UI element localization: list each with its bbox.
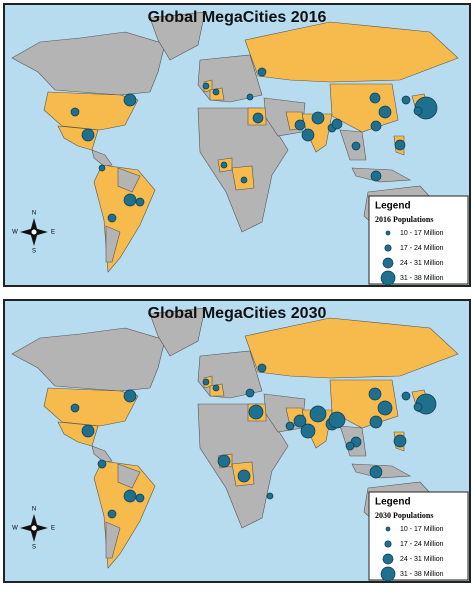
compass-w: W bbox=[12, 230, 18, 236]
city bbox=[413, 106, 423, 116]
city bbox=[246, 93, 254, 101]
city bbox=[301, 128, 315, 142]
city bbox=[393, 434, 407, 448]
map-title: Global MegaCities 2030 bbox=[148, 305, 327, 322]
city bbox=[351, 141, 361, 151]
city bbox=[70, 107, 80, 117]
city bbox=[202, 378, 210, 386]
legend-item: 24 - 31 Million bbox=[400, 260, 444, 267]
legend-symbol bbox=[380, 566, 396, 582]
city bbox=[123, 193, 137, 207]
city bbox=[135, 197, 145, 207]
city bbox=[285, 421, 295, 431]
city bbox=[202, 82, 210, 90]
city bbox=[81, 424, 95, 438]
city bbox=[212, 88, 220, 96]
legend-item: 31 - 38 Million bbox=[400, 571, 444, 578]
legend bbox=[368, 491, 469, 581]
city bbox=[248, 404, 264, 420]
legend-item: 17 - 24 Million bbox=[400, 541, 444, 548]
city bbox=[135, 493, 145, 503]
legend-symbol bbox=[384, 244, 392, 252]
map-panel: Global MegaCities 2030 N S E W Legend 2030 Pop… bbox=[3, 299, 471, 583]
city bbox=[331, 118, 343, 130]
compass-n: N bbox=[32, 507, 36, 513]
city bbox=[378, 105, 392, 119]
legend-symbol bbox=[380, 270, 396, 286]
city bbox=[252, 112, 264, 124]
city bbox=[217, 454, 231, 468]
legend-subheading: 2030 Populations bbox=[375, 511, 433, 520]
compass-s: S bbox=[32, 545, 36, 551]
legend-item: 24 - 31 Million bbox=[400, 556, 444, 563]
city bbox=[294, 119, 306, 131]
legend-symbol bbox=[384, 540, 392, 548]
city bbox=[369, 92, 381, 104]
compass-e: E bbox=[51, 230, 55, 236]
legend-heading: Legend bbox=[375, 497, 411, 508]
city bbox=[257, 67, 267, 77]
city bbox=[98, 164, 106, 172]
map-title: Global MegaCities 2016 bbox=[148, 9, 327, 26]
city bbox=[300, 423, 316, 439]
compass-n: N bbox=[32, 211, 36, 217]
compass-w: W bbox=[12, 526, 18, 532]
legend-symbol bbox=[385, 526, 391, 532]
city bbox=[123, 93, 137, 107]
city bbox=[394, 139, 406, 151]
city bbox=[123, 389, 137, 403]
city bbox=[328, 411, 346, 429]
city bbox=[369, 465, 383, 479]
city bbox=[293, 414, 307, 428]
city bbox=[220, 161, 228, 169]
compass-e: E bbox=[51, 526, 55, 532]
city bbox=[311, 111, 325, 125]
city bbox=[401, 391, 411, 401]
map-panel: Global MegaCities 2016 N S E W Legend 2016 Pop… bbox=[3, 3, 471, 287]
legend-heading: Legend bbox=[375, 201, 411, 212]
legend-subheading: 2016 Populations bbox=[375, 215, 433, 224]
city bbox=[97, 459, 107, 469]
city bbox=[413, 402, 423, 412]
city bbox=[212, 384, 220, 392]
compass bbox=[30, 228, 38, 236]
legend-item: 17 - 24 Million bbox=[400, 245, 444, 252]
legend-symbol bbox=[382, 553, 394, 565]
legend-item: 10 - 17 Million bbox=[400, 230, 444, 237]
city bbox=[266, 492, 274, 500]
legend bbox=[368, 195, 469, 285]
compass bbox=[30, 524, 38, 532]
city bbox=[309, 405, 327, 423]
city bbox=[368, 387, 382, 401]
compass-s: S bbox=[32, 249, 36, 255]
city bbox=[107, 213, 117, 223]
city bbox=[81, 128, 95, 142]
legend-symbol bbox=[385, 230, 391, 236]
city bbox=[401, 95, 411, 105]
city bbox=[123, 489, 137, 503]
city bbox=[370, 120, 382, 132]
city bbox=[345, 441, 355, 451]
legend-symbol bbox=[382, 257, 394, 269]
city bbox=[245, 388, 255, 398]
city bbox=[240, 176, 248, 184]
legend-item: 31 - 38 Million bbox=[400, 275, 444, 282]
city bbox=[107, 509, 117, 519]
legend-item: 10 - 17 Million bbox=[400, 526, 444, 533]
city bbox=[370, 170, 382, 182]
city bbox=[369, 415, 383, 429]
city bbox=[377, 400, 393, 416]
city bbox=[70, 403, 80, 413]
city bbox=[237, 469, 251, 483]
city bbox=[257, 363, 267, 373]
